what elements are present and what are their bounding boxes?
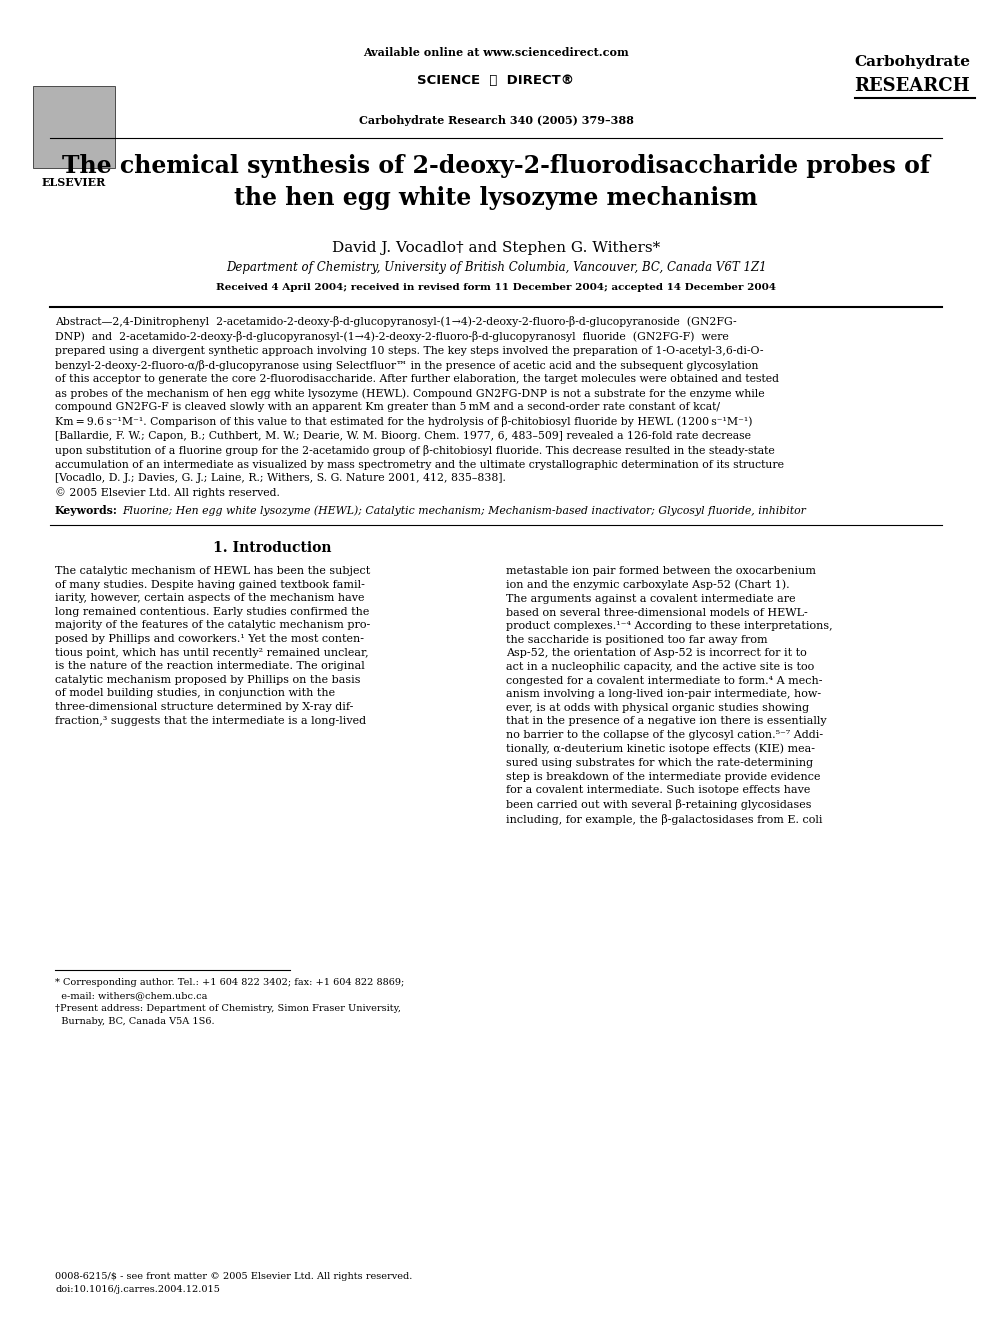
Text: Abstract—2,4-Dinitrophenyl  2-acetamido-2-deoxy-β-d-glucopyranosyl-(1→4)-2-deoxy: Abstract—2,4-Dinitrophenyl 2-acetamido-2… [55,316,784,497]
Text: ELSEVIER: ELSEVIER [42,176,106,188]
Text: 0008-6215/$ - see front matter © 2005 Elsevier Ltd. All rights reserved.: 0008-6215/$ - see front matter © 2005 El… [55,1271,413,1281]
Text: The chemical synthesis of 2-deoxy-2-fluorodisaccharide probes of
the hen egg whi: The chemical synthesis of 2-deoxy-2-fluo… [62,155,930,210]
Text: Available online at www.sciencedirect.com: Available online at www.sciencedirect.co… [363,46,629,57]
Text: * Corresponding author. Tel.: +1 604 822 3402; fax: +1 604 822 8869;: * Corresponding author. Tel.: +1 604 822… [55,978,405,987]
Text: Keywords:: Keywords: [55,505,118,516]
Text: doi:10.1016/j.carres.2004.12.015: doi:10.1016/j.carres.2004.12.015 [55,1285,220,1294]
Text: 1. Introduction: 1. Introduction [212,541,331,556]
Text: The catalytic mechanism of HEWL has been the subject
of many studies. Despite ha: The catalytic mechanism of HEWL has been… [55,566,370,725]
Text: metastable ion pair formed between the oxocarbenium
ion and the enzymic carboxyl: metastable ion pair formed between the o… [506,566,832,826]
Text: Carbohydrate: Carbohydrate [854,56,970,69]
Text: David J. Vocadlo† and Stephen G. Withers*: David J. Vocadlo† and Stephen G. Withers… [332,241,660,255]
Text: Fluorine; Hen egg white lysozyme (HEWL); Catalytic mechanism; Mechanism-based in: Fluorine; Hen egg white lysozyme (HEWL);… [122,505,806,516]
Text: SCIENCE  ⓐ  DIRECT®: SCIENCE ⓐ DIRECT® [418,74,574,86]
Text: †Present address: Department of Chemistry, Simon Fraser University,: †Present address: Department of Chemistr… [55,1004,401,1013]
Bar [33,86,115,168]
Text: Carbohydrate Research 340 (2005) 379–388: Carbohydrate Research 340 (2005) 379–388 [358,115,634,126]
Text: Department of Chemistry, University of British Columbia, Vancouver, BC, Canada V: Department of Chemistry, University of B… [226,262,766,274]
Text: e-mail: withers@chem.ubc.ca: e-mail: withers@chem.ubc.ca [55,991,207,1000]
Text: Burnaby, BC, Canada V5A 1S6.: Burnaby, BC, Canada V5A 1S6. [55,1017,214,1027]
Text: RESEARCH: RESEARCH [854,77,970,95]
Text: Received 4 April 2004; received in revised form 11 December 2004; accepted 14 De: Received 4 April 2004; received in revis… [216,283,776,291]
